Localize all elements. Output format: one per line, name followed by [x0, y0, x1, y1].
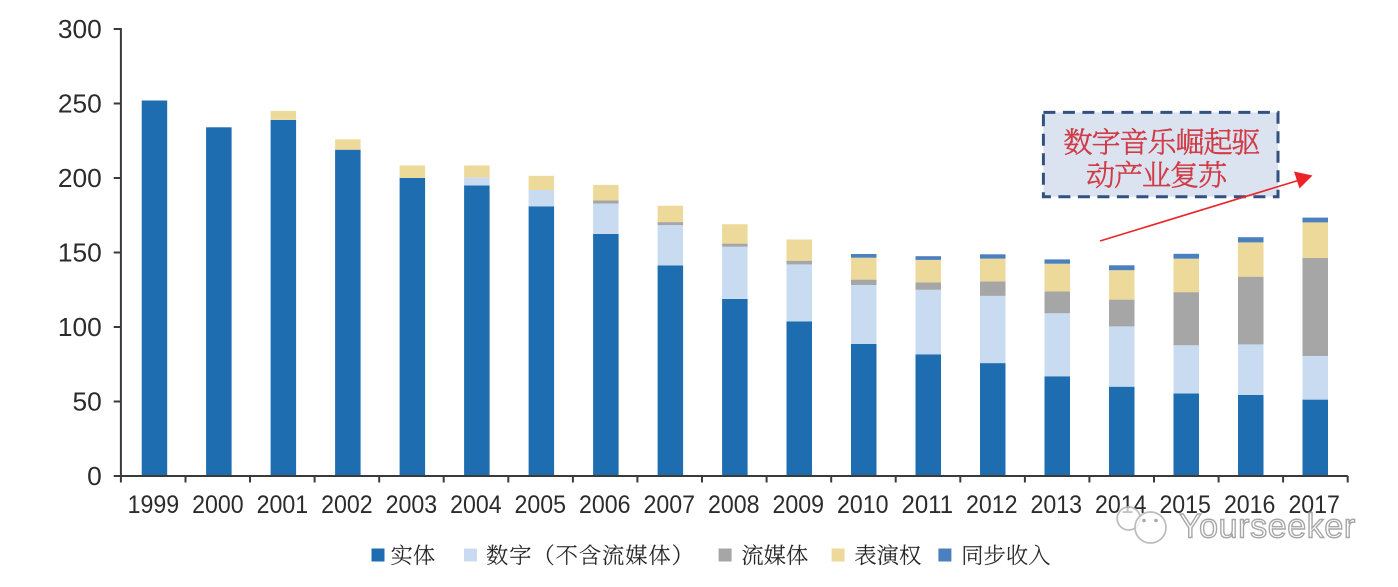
svg-text:2011: 2011 — [902, 491, 954, 519]
svg-text:Yourseeker: Yourseeker — [1179, 508, 1356, 546]
svg-text:250: 250 — [58, 89, 102, 119]
svg-text:2016: 2016 — [1224, 491, 1276, 519]
svg-text:1999: 1999 — [128, 491, 180, 519]
svg-text:2015: 2015 — [1159, 491, 1211, 519]
svg-text:2009: 2009 — [773, 491, 825, 519]
svg-text:0: 0 — [87, 461, 102, 491]
svg-text:2012: 2012 — [966, 491, 1018, 519]
svg-text:2001: 2001 — [257, 491, 309, 519]
svg-text:2003: 2003 — [386, 491, 438, 519]
svg-text:2010: 2010 — [837, 491, 889, 519]
svg-text:2008: 2008 — [708, 491, 760, 519]
svg-text:2002: 2002 — [321, 491, 373, 519]
svg-text:300: 300 — [58, 14, 102, 44]
svg-text:150: 150 — [58, 238, 102, 268]
svg-text:2005: 2005 — [515, 491, 567, 519]
svg-text:50: 50 — [73, 387, 102, 417]
svg-text:2000: 2000 — [192, 491, 244, 519]
svg-text:2004: 2004 — [450, 491, 502, 519]
svg-text:200: 200 — [58, 163, 102, 193]
svg-text:100: 100 — [58, 312, 102, 342]
svg-text:2006: 2006 — [579, 491, 631, 519]
svg-text:2017: 2017 — [1288, 491, 1340, 519]
svg-text:2013: 2013 — [1031, 491, 1083, 519]
svg-text:2007: 2007 — [644, 491, 696, 519]
